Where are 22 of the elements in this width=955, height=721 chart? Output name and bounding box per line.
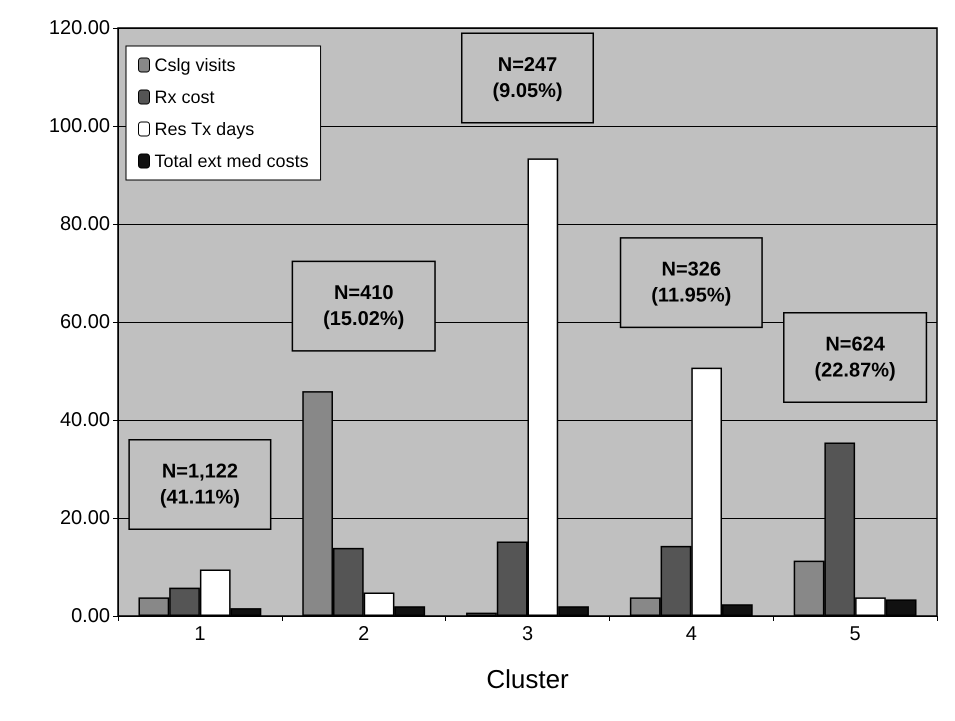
x-tick-label: 3 xyxy=(522,623,534,645)
legend-label: Total ext med costs xyxy=(154,151,309,171)
x-tick-label: 1 xyxy=(194,623,206,645)
y-tick-label: 120.00 xyxy=(48,17,110,39)
x-axis-title: Cluster xyxy=(486,664,570,694)
x-tick-label: 5 xyxy=(850,623,861,645)
annotation: N=624 (22.87%) xyxy=(814,334,896,382)
x-tick-label: 4 xyxy=(686,623,697,645)
annotation: N=1,122 (41.11%) xyxy=(160,460,240,508)
y-tick-label: 0.00 xyxy=(71,605,110,627)
legend-label: Res Tx days xyxy=(154,119,254,139)
y-tick-label: 60.00 xyxy=(60,311,110,333)
annotation: N=247 (9.05%) xyxy=(492,54,563,102)
annotation: N=326 (11.95%) xyxy=(651,258,732,307)
annotation: N=410 (15.02%) xyxy=(323,282,404,330)
x-tick-label: 2 xyxy=(358,623,370,645)
y-tick-label: 80.00 xyxy=(60,213,110,235)
legend-label: Rx cost xyxy=(154,87,215,107)
y-tick-label: 20.00 xyxy=(60,507,110,529)
y-tick-label: 100.00 xyxy=(48,115,110,137)
y-tick-label: 40.00 xyxy=(60,409,110,431)
legend-label: Cslg visits xyxy=(154,55,236,75)
